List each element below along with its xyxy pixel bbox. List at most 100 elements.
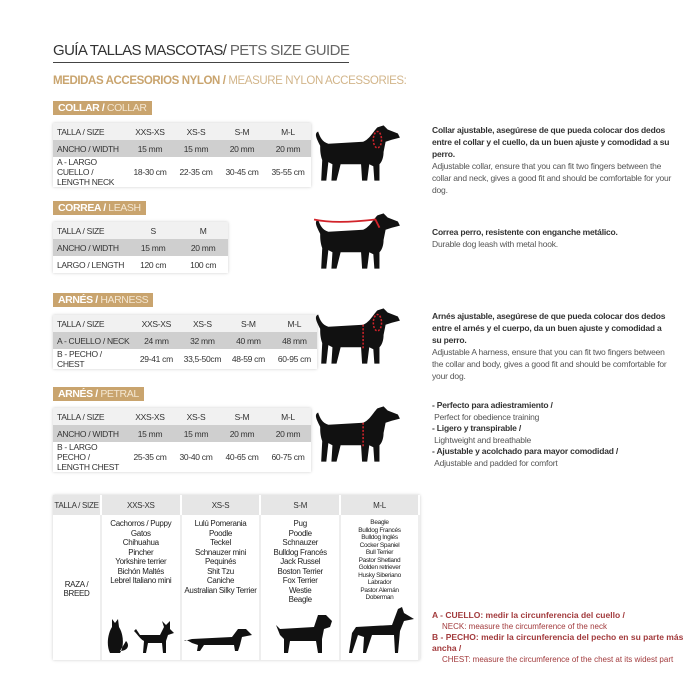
breed-item: Pequinés xyxy=(205,557,236,566)
breed-item: Australian Silky Terrier xyxy=(184,585,257,595)
bullet-en: Lightweight and breathable xyxy=(434,434,532,445)
table-row: ANCHO / WIDTH 15 mm 20 mm xyxy=(53,239,229,256)
table-row: TALLA / SIZE XXS-XS XS-S S-M M-L xyxy=(53,315,318,332)
subtitle: MEDIDAS ACCESORIOS NYLON / MEASURE NYLON… xyxy=(53,75,407,87)
row-label: ANCHO / WIDTH xyxy=(53,239,129,256)
breed-item: Lebrel Italiano mini xyxy=(110,576,172,585)
table-cell: M-L xyxy=(271,315,318,332)
table-cell: 15 mm xyxy=(127,140,173,157)
breed-item: Cachorros / Puppy xyxy=(110,519,172,528)
bullet-en: Adjustable and padded for comfort xyxy=(434,457,558,468)
table-cell: 29-41 cm xyxy=(133,349,180,369)
breed-item: Labrador xyxy=(367,579,392,586)
table-cell: 20 mm xyxy=(178,239,229,256)
harness-section-label: ARNÉS / HARNESS xyxy=(53,293,154,307)
table-cell: 40-65 cm xyxy=(219,442,265,472)
measurement-notes: A - CUELLO: medir la circunferencia del … xyxy=(432,610,692,665)
label-es: CORREA / xyxy=(58,202,106,214)
table-cell: 30-45 cm xyxy=(219,157,265,187)
breed-item: Bulldog Francés xyxy=(358,526,401,534)
title-es: GUÍA TALLAS MASCOTAS/ xyxy=(53,42,227,59)
row-label: ANCHO / WIDTH xyxy=(53,140,127,157)
breed-item: Pug xyxy=(293,519,308,528)
desc-en: Adjustable A harness, ensure that you ca… xyxy=(432,347,667,381)
breed-item: Yorkshire terrier xyxy=(115,557,167,566)
schnauzer-icon xyxy=(276,615,332,653)
label-en: PETRAL xyxy=(97,388,139,400)
breed-item: Poodle xyxy=(288,528,312,538)
breed-item: Poodle xyxy=(208,528,233,538)
note-neck-es: A - CUELLO: medir la circunferencia del … xyxy=(432,610,625,620)
table-cell: 60-75 cm xyxy=(265,442,311,472)
table-cell: 15 mm xyxy=(128,239,179,256)
desc-es: Correa perro, resistente con enganche me… xyxy=(432,227,618,237)
table-cell: XS-S xyxy=(179,315,226,332)
bullet-en: Perfect for obedience training xyxy=(434,411,540,422)
table-cell: XXS-XS xyxy=(133,315,180,332)
breed-item: Jack Russel xyxy=(280,557,321,566)
table-cell: 30-40 cm xyxy=(173,442,219,472)
note-chest-es: B - PECHO: medir la circunferencia del p… xyxy=(432,632,684,653)
table-row: LARGO / LENGTH 120 cm 100 cm xyxy=(53,256,229,273)
table-cell: 60-95 cm xyxy=(271,349,318,369)
harness-size-table: TALLA / SIZE XXS-XS XS-S S-M M-L A - CUELLO /… xyxy=(53,315,318,369)
collar-size-table: TALLA / SIZE XXS-XS XS-S S-M M-L ANCHO / WIDT… xyxy=(53,123,311,187)
petral-size-table: TALLA / SIZE XXS-XS XS-S S-M M-L ANCHO / WIDT… xyxy=(53,408,311,472)
table-row: B - PECHO / CHEST 29-41 cm 33,5-50cm 48-59 … xyxy=(53,349,318,369)
table-cell: 35-55 cm xyxy=(265,157,311,187)
dog-collar-illustration xyxy=(315,125,400,181)
leash-size-table: TALLA / SIZE S M ANCHO / WIDTH 15 mm 20 mm LAR… xyxy=(53,222,229,273)
column-header: S-M xyxy=(260,495,342,515)
table-cell: 20 mm xyxy=(219,425,265,442)
table-cell: 24 mm xyxy=(133,332,180,349)
harness-description: Arnés ajustable, asegúrese de que pueda … xyxy=(432,310,672,382)
table-cell: XS-S xyxy=(173,408,219,425)
column-header: M-L xyxy=(340,495,420,515)
table-cell: M-L xyxy=(265,123,311,140)
table-cell: M xyxy=(178,222,229,239)
note-chest-en: CHEST: measure the circumference of the … xyxy=(442,655,674,664)
table-cell: M-L xyxy=(265,408,311,425)
table-cell: XXS-XS xyxy=(127,123,173,140)
breed-item: Bulldog Inglés xyxy=(361,534,398,541)
label-en: HARNESS xyxy=(97,294,149,306)
collar-description: Collar ajustable, asegúrese de que pueda… xyxy=(432,124,672,196)
table-row: A - LARGO CUELLO / LENGTH NECK 18-30 cm 22… xyxy=(53,157,311,187)
breed-silhouettes xyxy=(107,607,414,653)
table-cell: XXS-XS xyxy=(127,408,173,425)
row-label: TALLA / SIZE xyxy=(53,315,134,332)
leash-description: Correa perro, resistente con enganche me… xyxy=(432,226,672,250)
table-cell: XS-S xyxy=(173,123,219,140)
breed-item: Bichón Maltés xyxy=(117,566,165,576)
breed-item: Teckel xyxy=(210,538,231,547)
title-en: PETS SIZE GUIDE xyxy=(226,42,350,59)
table-cell: S-M xyxy=(219,123,265,140)
breed-item: Husky Siberiano xyxy=(358,571,401,579)
breed-item: Pastor Shetland xyxy=(358,556,401,564)
leash-section-label: CORREA / LEASH xyxy=(53,201,146,215)
breed-list: Lulú Pomerania Poodle Teckel Schnauzer mini… xyxy=(180,515,262,660)
breed-item: Bulldog Francés xyxy=(273,547,328,557)
label-es: ARNÉS / xyxy=(58,388,98,400)
dog-silhouette-icon xyxy=(315,406,400,462)
row-label: A - CUELLO / NECK xyxy=(53,332,134,349)
subtitle-es: MEDIDAS ACCESORIOS NYLON / xyxy=(53,75,226,87)
page-title: GUÍA TALLAS MASCOTAS/ PETS SIZE GUIDE xyxy=(53,42,350,63)
dachshund-icon xyxy=(184,629,252,651)
breed-item: Pincher xyxy=(128,547,154,557)
desc-en: Adjustable collar, ensure that you can f… xyxy=(432,161,672,195)
table-cell: 15 mm xyxy=(127,425,173,442)
table-cell: S xyxy=(128,222,179,239)
row-label: RAZA / BREED xyxy=(53,515,102,660)
table-row: A - CUELLO / NECK 24 mm 32 mm 40 mm 48 mm xyxy=(53,332,318,349)
bullet-es: - Ajustable y acolchado para mayor comod… xyxy=(432,446,619,456)
row-label: TALLA / SIZE xyxy=(53,222,129,239)
dog-silhouette-icon xyxy=(315,125,400,181)
dog-petral-illustration xyxy=(315,406,400,462)
breed-item: Westie xyxy=(288,585,312,595)
column-header: XS-S xyxy=(180,495,262,515)
collar-section-label: COLLAR / COLLAR xyxy=(53,101,152,115)
table-cell: 20 mm xyxy=(219,140,265,157)
petral-section-label: ARNÉS / PETRAL xyxy=(53,387,144,401)
breed-item: Gatos xyxy=(130,528,151,538)
